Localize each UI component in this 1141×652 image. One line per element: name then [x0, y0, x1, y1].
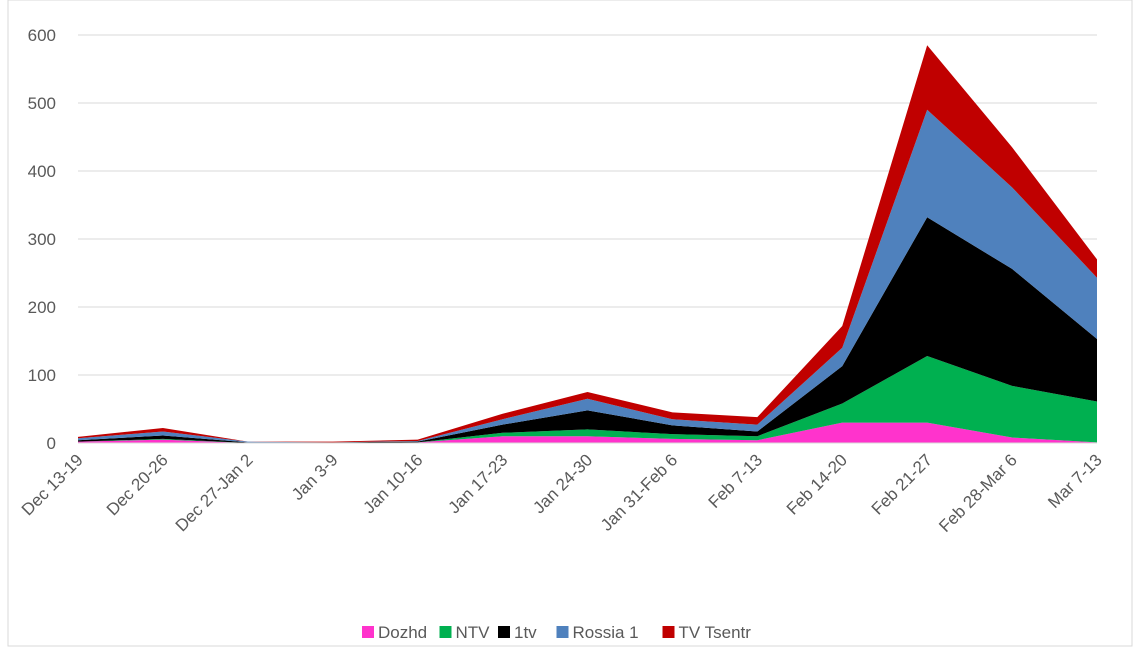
legend-label: Dozhd [378, 623, 427, 642]
y-tick-label: 200 [28, 298, 56, 317]
y-tick-label: 400 [28, 162, 56, 181]
legend-label: NTV [456, 623, 491, 642]
legend-swatch [439, 626, 452, 638]
area [78, 355, 1097, 443]
area [78, 422, 1097, 443]
y-tick-label: 0 [47, 434, 56, 453]
legend-swatch [362, 626, 374, 638]
legend-label: TV Tsentr [679, 623, 752, 642]
y-tick-label: 300 [28, 230, 56, 249]
legend-swatch [662, 626, 675, 638]
y-tick-label: 100 [28, 366, 56, 385]
area [78, 109, 1097, 443]
legend-swatch [556, 626, 569, 638]
y-tick-label: 600 [28, 26, 56, 45]
y-tick-label: 500 [28, 94, 56, 113]
area [78, 45, 1097, 443]
legend-swatch [498, 626, 510, 638]
area [78, 217, 1097, 443]
legend-label: 1tv [514, 623, 537, 642]
legend-label: Rossia 1 [573, 623, 639, 642]
